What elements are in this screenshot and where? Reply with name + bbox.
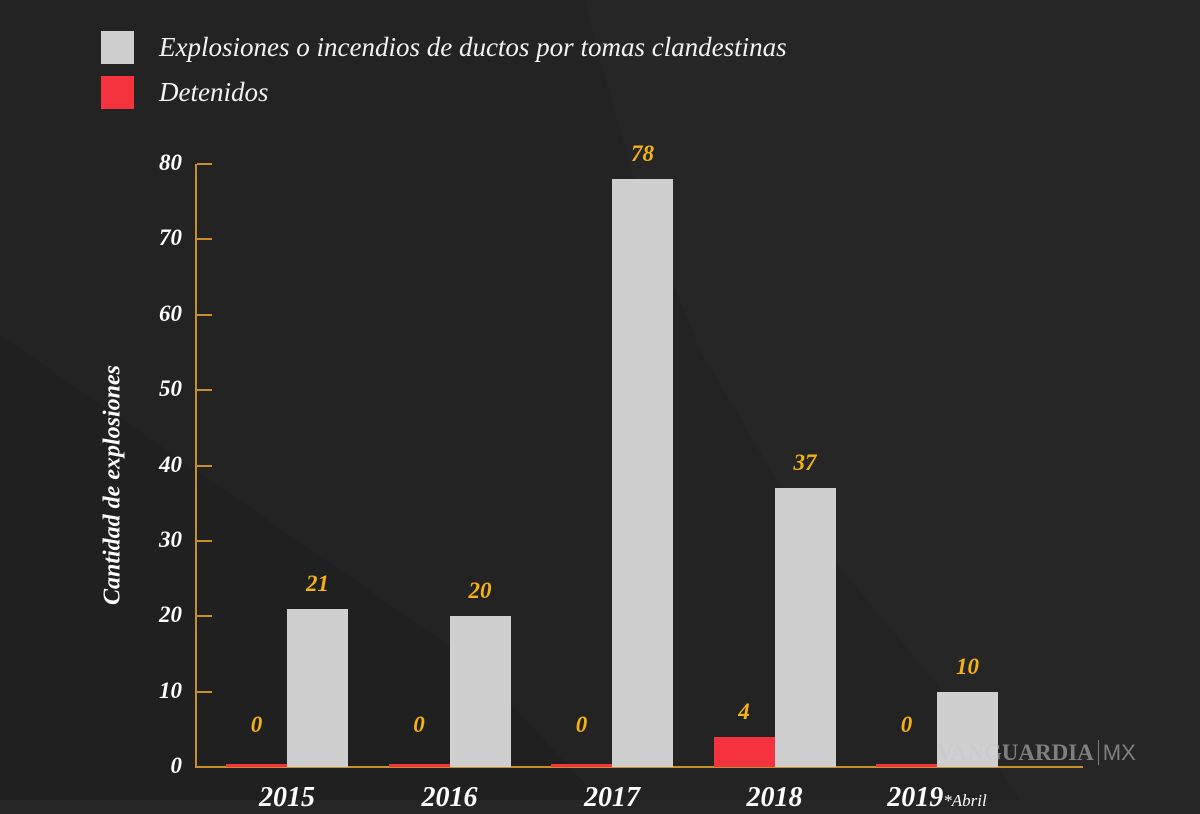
value-label: 21 (306, 570, 329, 596)
value-label: 20 (468, 578, 492, 604)
bar-explosions (774, 488, 836, 767)
y-axis-line (195, 164, 197, 768)
bar-detained (551, 764, 612, 767)
legend-label: Detenidos (159, 77, 269, 107)
value-label: 10 (956, 653, 979, 679)
y-tick (197, 464, 212, 467)
value-label: 4 (738, 698, 750, 724)
y-tick-label: 70 (159, 225, 182, 251)
legend-swatch-red (101, 76, 134, 109)
bar-detained (876, 764, 937, 767)
y-tick-label: 30 (159, 526, 182, 552)
value-label: 0 (413, 712, 425, 737)
watermark-logo: VANGUARDIA MX (937, 740, 1136, 766)
y-tick-label: 50 (159, 376, 182, 402)
bar-explosions (937, 691, 998, 767)
legend-item-detained: Detenidos (101, 76, 268, 109)
x-axis-line (195, 766, 1083, 768)
bar-detained (713, 736, 775, 767)
legend-item-explosions: Explosiones o incendios de ductos por to… (101, 31, 787, 64)
x-tick-label: 2017 (584, 782, 640, 813)
bar-detained (226, 764, 287, 767)
value-label: 37 (793, 450, 817, 476)
legend-swatch-grey (101, 31, 134, 64)
y-tick-label: 80 (159, 150, 182, 175)
bar-explosions (612, 179, 673, 767)
watermark-suffix: MX (1097, 740, 1136, 765)
y-tick-label: 40 (159, 451, 182, 477)
y-tick-label: 20 (159, 602, 182, 628)
x-tick-label: 2018 (746, 782, 803, 813)
watermark-brand: VANGUARDIA (937, 740, 1094, 765)
y-tick (197, 313, 212, 316)
bar-explosions (287, 608, 348, 767)
value-label: 0 (900, 712, 913, 737)
y-tick-label: 10 (159, 677, 182, 703)
y-tick (197, 163, 212, 165)
y-tick (197, 539, 212, 542)
x-tick-label: 2019*Abril (887, 782, 987, 813)
y-tick-label: 0 (170, 753, 183, 778)
legend-label: Explosiones o incendios de ductos por to… (159, 32, 787, 62)
y-tick (197, 238, 212, 241)
value-label: 78 (631, 141, 654, 167)
y-tick (197, 389, 212, 392)
y-tick-label: 60 (159, 300, 182, 326)
x-tick-label: 2016 (421, 782, 478, 813)
value-label: 0 (250, 712, 263, 737)
x-tick-label: 2015 (259, 782, 315, 813)
bar-explosions (449, 616, 511, 767)
y-tick (197, 615, 212, 618)
y-tick (197, 690, 212, 693)
bar-detained (388, 764, 450, 767)
value-label: 0 (575, 712, 588, 737)
